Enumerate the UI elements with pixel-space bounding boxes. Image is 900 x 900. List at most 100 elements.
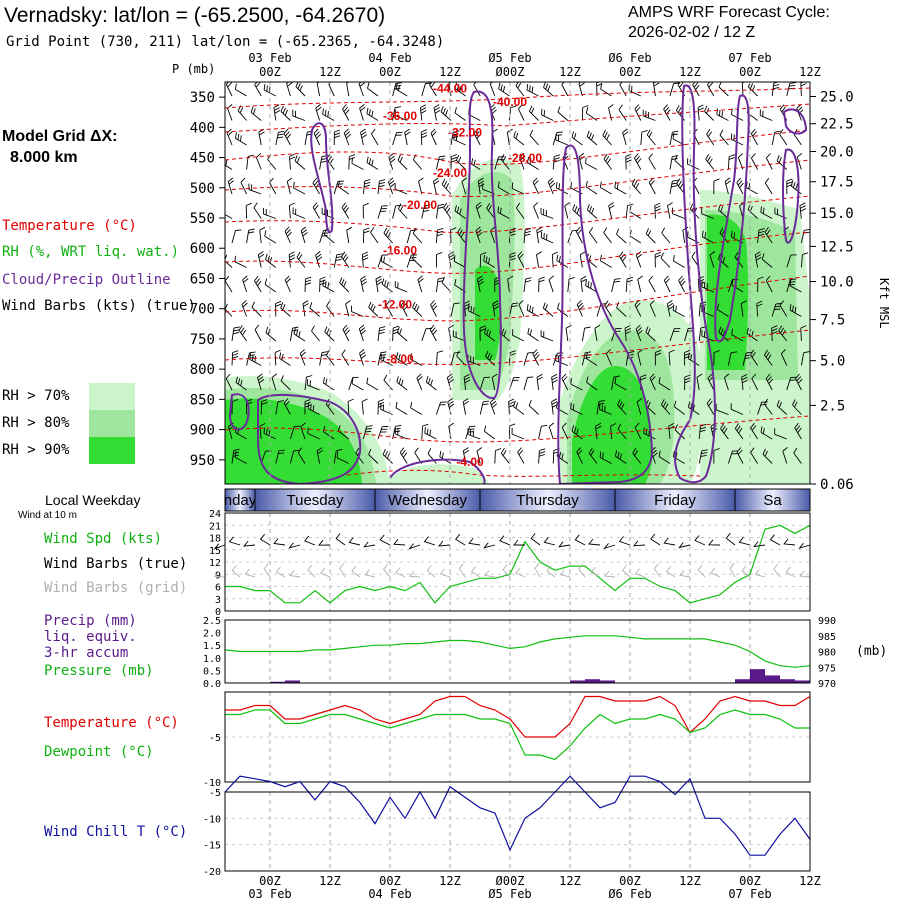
wind-barb (361, 251, 369, 268)
rh-key-swatch (89, 383, 135, 410)
wind-barb (513, 131, 525, 146)
y-tick-label: 970 (818, 679, 836, 690)
wind-barb (383, 374, 393, 391)
wind-barb (540, 208, 554, 219)
kft-tick-label: 7.5 (820, 313, 845, 329)
wind-barb (246, 154, 255, 170)
wind-barb (561, 422, 569, 440)
wind-barb (286, 82, 293, 97)
wind-barb (394, 281, 408, 293)
top-hour-label: 00Z (379, 65, 401, 79)
surface-wind-barb (483, 542, 496, 549)
wind-barb (625, 153, 632, 170)
wind-barb (698, 449, 708, 464)
wind-barb (548, 275, 554, 293)
wind-barb (366, 107, 379, 121)
pressure-axis: 350 400 450 500 550 600 650 700 750 800 850 900 950 (190, 90, 225, 469)
wind-barb (517, 104, 525, 121)
wind-barb (634, 422, 642, 440)
wind-barb (730, 403, 744, 415)
wind-barb (634, 153, 642, 170)
wind-barb (616, 228, 627, 244)
wind-barb (377, 351, 387, 366)
y-tick-label: 24 (209, 509, 221, 520)
wind-barb (316, 447, 324, 464)
wind-barb (288, 202, 295, 219)
wind-barb (304, 276, 312, 293)
wind-barb (661, 399, 671, 415)
wind-barb (581, 326, 591, 342)
wind-barb (576, 300, 585, 317)
wind-barb (362, 202, 369, 219)
wind-barb (237, 105, 247, 121)
wind-barb (528, 399, 539, 415)
wind-barb (673, 400, 685, 415)
surface-wind-barb (708, 539, 721, 546)
wind-barb (283, 398, 291, 415)
surface-wind-barb (243, 540, 256, 547)
wind-barb (523, 352, 534, 366)
bottom-date-label: 04 Feb (368, 887, 411, 900)
wind-barb (750, 128, 758, 146)
wind-barb (448, 324, 454, 342)
y-tick-label: -10 (203, 778, 221, 789)
wind-barb (526, 304, 539, 317)
surface-wind-barb (738, 536, 751, 546)
wind-barb (267, 153, 277, 170)
wind-barb (435, 251, 443, 268)
wind-barb (580, 275, 587, 293)
wind-barb (581, 105, 589, 121)
cloud-outline (462, 90, 502, 400)
surface-wind-barb (273, 538, 286, 546)
grid-wind-barb (534, 563, 541, 578)
panel-frame (224, 791, 811, 872)
wind-barb (258, 128, 265, 146)
wind-barb (346, 82, 350, 97)
wind-barb (255, 153, 262, 170)
wind-barb (745, 181, 758, 195)
wind-barb (427, 448, 437, 464)
wind-barb (538, 276, 545, 293)
wind-barb (603, 227, 612, 244)
wind-barbs-grid-label: Wind Barbs (grid) (44, 580, 187, 596)
wind-barb (387, 177, 396, 195)
wind-barb (800, 325, 807, 342)
wind-barb (696, 373, 703, 391)
wind-barb (709, 251, 716, 268)
wind-barb (312, 202, 320, 219)
wind-barb (312, 177, 320, 195)
wind-barb (789, 279, 802, 293)
temp-dewpoint-panel: -5 -10 (203, 691, 811, 789)
wind-barb (585, 180, 598, 195)
wind-barb (543, 82, 554, 97)
wind-barb (527, 327, 539, 342)
grid-wind-barb (364, 569, 376, 578)
wind-barb (292, 109, 306, 121)
precip-bar (735, 679, 750, 683)
wind-barb (634, 104, 642, 121)
wind-barb (672, 254, 685, 268)
cloud-outline (782, 148, 800, 244)
cloud-outline (310, 122, 334, 234)
wind-barb (667, 202, 673, 219)
grid-wind-barb (351, 565, 361, 578)
wind-barb (475, 202, 482, 219)
weekday-label: Wednesday (388, 492, 467, 509)
grid-wind-barb (710, 567, 721, 578)
legend-entry: Wind Barbs (kts) (true) (2, 298, 196, 314)
surface-wind-barb (574, 534, 586, 546)
surface-wind-barb (558, 541, 571, 548)
kft-tick-label: 20.0 (820, 145, 854, 161)
wind-barb (377, 399, 385, 415)
wind-barb (381, 278, 393, 293)
wind-barb (792, 399, 802, 415)
grid-wind-barb (785, 566, 796, 578)
wind-barb (361, 398, 368, 415)
wind-barb (713, 447, 720, 464)
wind-barb (734, 423, 744, 440)
wind-barb (494, 276, 501, 293)
bottom-hour-label: 00Z (379, 874, 401, 888)
grid-wind-barb (458, 563, 466, 578)
wind-barb (672, 207, 685, 219)
wind-barb (660, 252, 671, 268)
